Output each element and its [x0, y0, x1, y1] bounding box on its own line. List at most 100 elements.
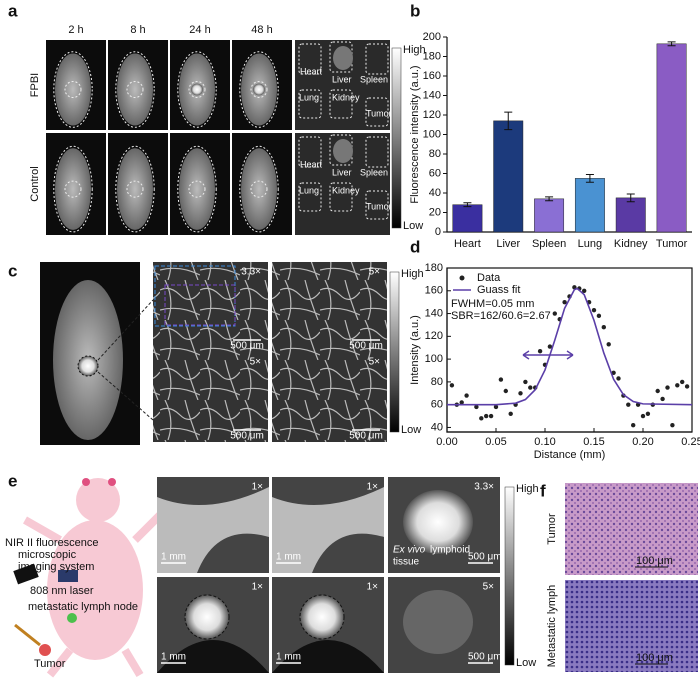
decoration: [333, 46, 353, 70]
decoration: [272, 487, 384, 573]
y-tick-label: 140: [423, 89, 441, 101]
decoration: [58, 570, 78, 582]
y-tick-label: 40: [431, 421, 443, 433]
decoration: [76, 478, 120, 522]
decoration: [157, 487, 269, 573]
x-tick-label: Tumor: [656, 238, 688, 250]
decoration: [13, 563, 39, 585]
decoration: [177, 145, 217, 233]
decoration: [333, 139, 353, 163]
bar: [452, 204, 483, 233]
scale-bar: 500 μm: [468, 652, 502, 663]
decoration: [23, 512, 163, 678]
decoration: [250, 180, 268, 198]
data-point: [498, 377, 504, 382]
decoration: [179, 148, 215, 230]
data-point: [484, 413, 489, 419]
data-point: [449, 383, 455, 388]
colorbar-label: Low: [401, 424, 421, 436]
y-tick-label: 40: [429, 187, 441, 199]
x-tick-label: 0.10: [534, 436, 555, 448]
magnification: 3.3×: [241, 267, 261, 278]
data-point: [640, 413, 646, 419]
y-tick-label: 60: [431, 399, 443, 411]
decoration: [272, 352, 387, 442]
error-bar: [585, 173, 594, 183]
organ-label: Kidney: [332, 185, 360, 195]
organ-label: Spleen: [360, 74, 388, 84]
illustration-label: imaging system: [18, 561, 94, 573]
decoration: [272, 262, 387, 352]
data-point: [562, 299, 567, 305]
decoration: [188, 180, 206, 198]
scale-bar: 1 mm: [276, 652, 301, 663]
illustration-label: Tumor: [34, 658, 66, 670]
panel-label: b: [410, 1, 420, 20]
panel-label: f: [540, 481, 546, 500]
data-point: [670, 422, 675, 428]
magnification: 1×: [367, 582, 379, 593]
legend-label: Guass fit: [477, 284, 520, 296]
data-point: [631, 422, 636, 428]
row-label: Tumor: [546, 513, 558, 545]
y-tick-label: 100: [423, 128, 441, 140]
decoration: [77, 355, 99, 377]
y-tick-label: 180: [423, 50, 441, 62]
decoration: [250, 81, 268, 98]
y-tick-label: 160: [425, 285, 443, 297]
x-tick-label: 0.25: [681, 436, 700, 448]
magnification: 1×: [252, 582, 264, 593]
decoration: [153, 352, 268, 442]
x-tick-label: 0.00: [436, 436, 457, 448]
decoration: [53, 51, 93, 128]
scale-bar: 500 μm: [349, 341, 383, 352]
column-label: 8 h: [130, 24, 145, 36]
column-label: 48 h: [251, 24, 272, 36]
decoration: [47, 520, 143, 660]
bar: [615, 197, 646, 233]
organ-label: Liver: [332, 167, 352, 177]
data-point: [591, 307, 597, 313]
illustration-label: 808 nm laser: [30, 585, 94, 597]
decoration: [365, 136, 389, 168]
y-tick-label: 80: [431, 376, 443, 388]
data-point: [596, 313, 602, 319]
y-tick-label: 60: [429, 167, 441, 179]
decoration: [39, 644, 51, 656]
colorbar-label: Low: [403, 220, 423, 232]
data-point: [606, 342, 611, 347]
data-point: [479, 416, 484, 421]
organ-label: Heart: [300, 159, 323, 169]
scale-bar: 100 μm: [636, 652, 673, 664]
x-tick-label: 0.20: [632, 436, 653, 448]
image-label: lymphoid: [430, 545, 470, 556]
data-point: [537, 348, 543, 354]
decoration: [272, 640, 384, 673]
panel-label: a: [8, 1, 18, 20]
decoration: [115, 145, 155, 233]
decoration: [55, 148, 91, 230]
magnification: 1×: [252, 482, 264, 493]
y-axis-label: Fluorescence intensity (a.u.): [409, 65, 421, 203]
colorbar-label: High: [516, 483, 539, 495]
axis-line: [446, 37, 692, 233]
scale-bar: 500 μm: [349, 431, 383, 442]
decoration: [298, 43, 322, 75]
data-point: [523, 379, 528, 385]
decoration: [365, 97, 389, 127]
data-point: [611, 370, 616, 375]
decoration: [184, 594, 230, 640]
data-point: [547, 344, 553, 349]
decoration: [239, 51, 279, 128]
column-label: 24 h: [189, 24, 210, 36]
data-point: [582, 288, 587, 293]
decoration: [403, 490, 473, 554]
magnification: 3.3×: [474, 482, 494, 493]
y-tick-label: 200: [423, 31, 441, 43]
decoration: [67, 613, 77, 623]
decoration: [64, 81, 82, 98]
y-tick-label: 160: [423, 70, 441, 82]
y-tick-label: 100: [425, 353, 443, 365]
data-point: [665, 385, 670, 390]
